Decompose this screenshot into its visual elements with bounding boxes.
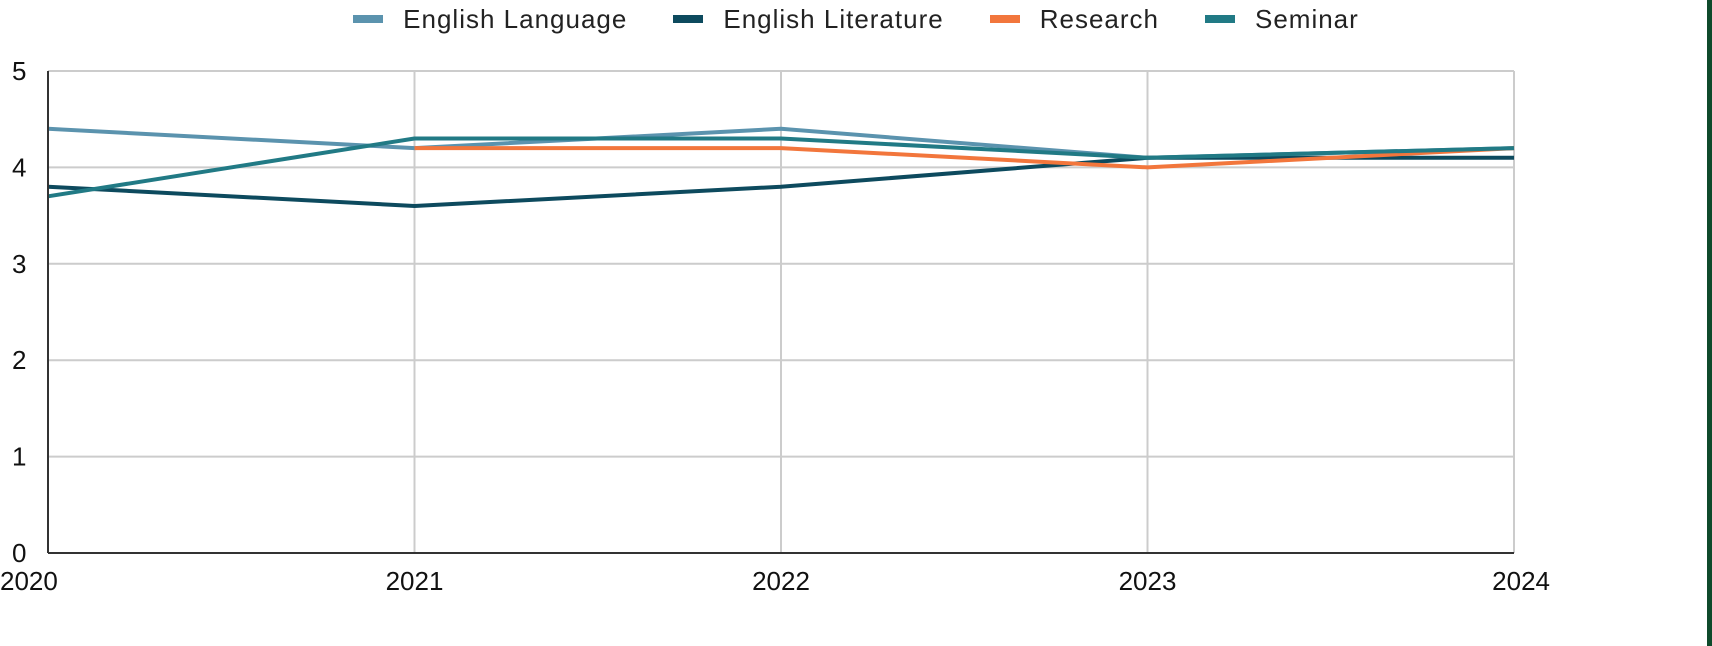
y-tick-label: 2 <box>12 345 26 375</box>
legend-item-seminar[interactable]: Seminar <box>1204 3 1359 35</box>
series-line-research[interactable] <box>414 146 1515 170</box>
x-tick-label: 2023 <box>1119 566 1177 596</box>
legend-label-english-literature: English Literature <box>723 3 944 34</box>
grid <box>48 70 1515 553</box>
y-tick-label: 4 <box>12 152 26 182</box>
legend-item-english-literature[interactable]: English Literature <box>673 4 943 35</box>
y-tick-label: 3 <box>12 249 26 279</box>
x-axis-tick-labels: 2020 2021 2022 2023 2024 <box>0 566 1550 596</box>
chart-legend: English Language English Literature Rese… <box>0 2 1712 36</box>
legend-item-research[interactable]: Research <box>989 3 1159 35</box>
x-tick-label: 2021 <box>386 566 444 596</box>
y-axis-tick-labels: 0 1 2 3 4 5 <box>12 56 26 568</box>
axes <box>47 71 1514 554</box>
y-tick-label: 5 <box>12 56 26 86</box>
legend-swatch-english-literature <box>673 15 704 23</box>
series-line-seminar[interactable] <box>47 136 1515 199</box>
series-lines <box>47 126 1515 208</box>
frame-border <box>1707 0 1712 646</box>
x-tick-label: 2020 <box>0 566 58 596</box>
legend-swatch-english-language <box>353 15 384 23</box>
y-tick-label: 0 <box>12 538 26 568</box>
legend-item-english-language[interactable]: English Language <box>353 4 627 35</box>
legend-swatch-research <box>989 15 1020 23</box>
x-tick-label: 2022 <box>752 566 810 596</box>
legend-swatch-seminar <box>1204 15 1235 23</box>
legend-label-english-language: English Language <box>403 3 628 34</box>
legend-label-seminar: Seminar <box>1254 3 1359 34</box>
legend-label-research: Research <box>1039 3 1159 34</box>
series-line-english-literature[interactable] <box>47 155 1514 208</box>
x-tick-label: 2024 <box>1492 566 1550 596</box>
y-tick-label: 1 <box>12 442 26 472</box>
